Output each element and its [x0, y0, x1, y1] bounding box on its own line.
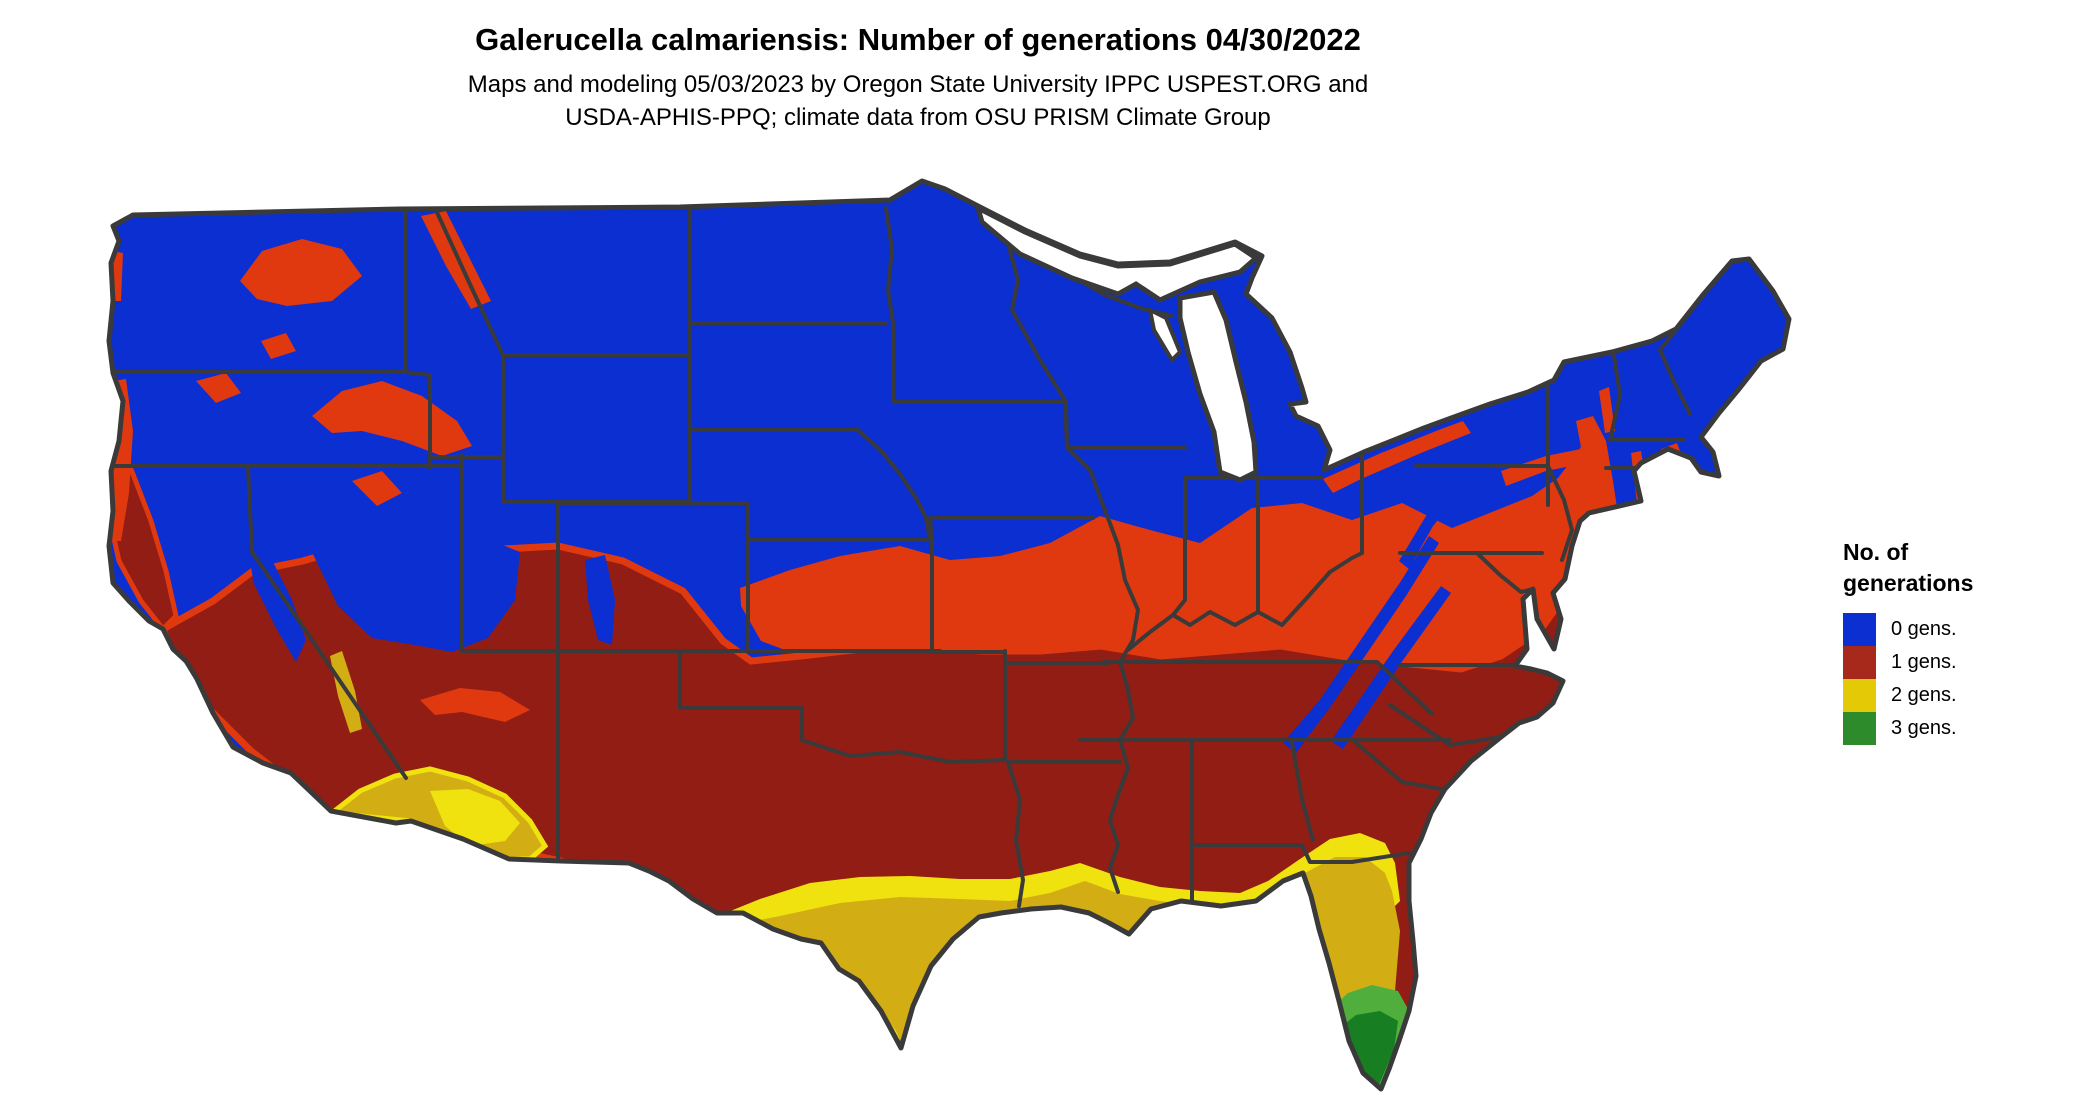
lake-michigan — [1177, 289, 1259, 483]
legend-label-1-gens: 1 gens. — [1891, 651, 1957, 673]
legend-swatch-1-gens — [1843, 646, 1876, 679]
legend-swatch-2-gens — [1843, 679, 1876, 712]
legend-item-0-gens: 0 gens. — [1843, 613, 1973, 646]
legend-title-line-2: generations — [1843, 570, 1974, 596]
legend-label-0-gens: 0 gens. — [1891, 618, 1957, 640]
zone-3-generations-core — [1336, 1011, 1398, 1087]
sierra-nevada-blue-patch — [246, 540, 306, 662]
us-outline — [106, 178, 1792, 1092]
state-borders — [109, 206, 1725, 908]
deschutes-red-patch — [261, 333, 296, 359]
appalachian-blue-streak-1 — [1283, 536, 1439, 753]
appalachian-blue-streak-2 — [1331, 586, 1451, 749]
legend-swatch-3-gens — [1843, 712, 1876, 745]
legend-title-line-1: No. of — [1843, 539, 1909, 565]
legend-item-2-gens: 2 gens. — [1843, 679, 1973, 712]
zone-1-generation-transition — [740, 430, 1616, 669]
legend-title: No. of generations — [1843, 537, 1973, 599]
legend-label-2-gens: 2 gens. — [1891, 684, 1957, 706]
subtitle-line-1: Maps and modeling 05/03/2023 by Oregon S… — [467, 71, 1369, 98]
appalachian-blue-streak-3 — [1399, 489, 1457, 569]
arizona-bright-yellow-patch — [430, 789, 520, 846]
subtitle-line-2: USDA-APHIS-PPQ; climate data from OSU PR… — [565, 104, 1271, 131]
new-mexico-rockies-blue-patch — [585, 555, 615, 645]
idaho-montana-red-patch — [421, 211, 491, 309]
oregon-valley-red-patch — [196, 373, 241, 403]
great-basin-blue-patch — [310, 530, 520, 652]
page-title: Galerucella calmariensis: Number of gene… — [475, 22, 1361, 57]
columbia-basin-red-patch — [240, 239, 362, 306]
nevada-red-patch — [352, 471, 402, 506]
subtitle: Maps and modeling 05/03/2023 by Oregon S… — [468, 68, 1368, 134]
legend-item-3-gens: 3 gens. — [1843, 712, 1973, 745]
mogollon-red-patch — [420, 688, 530, 722]
legend-swatch-0-gens — [1843, 613, 1876, 646]
legend-label-3-gens: 3 gens. — [1891, 717, 1957, 739]
green-bay — [1147, 306, 1183, 364]
champlain-valley-red-patch — [1599, 387, 1615, 433]
legend-item-1-gens: 1 gens. — [1843, 646, 1973, 679]
legend: No. of generations 0 gens. 1 gens. 2 gen… — [1843, 537, 1973, 745]
